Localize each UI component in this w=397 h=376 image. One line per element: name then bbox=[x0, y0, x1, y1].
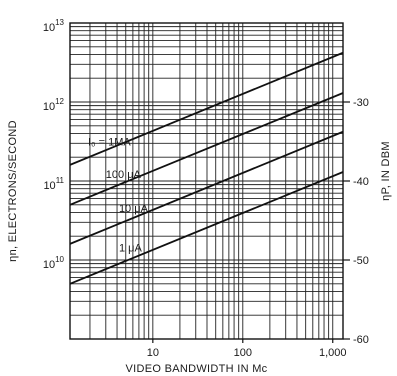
series-labels: I₀ = 1MA 100 μA 10 μA 1 μA bbox=[88, 137, 149, 255]
y-tick-label: 1010 bbox=[43, 255, 65, 271]
y-tick-label: 1013 bbox=[43, 18, 65, 34]
y-tick-exponent: 11 bbox=[56, 176, 65, 185]
y-tick-label: 1012 bbox=[43, 97, 65, 113]
y-tick-base: 10 bbox=[43, 180, 55, 192]
y-axis-label: ηn, ELECTRONS/SECOND bbox=[7, 120, 19, 262]
x-axis-label: VIDEO BANDWIDTH IN Mc bbox=[126, 363, 268, 375]
x-tick-label: 10 bbox=[147, 347, 159, 359]
y-tick-exponent: 10 bbox=[55, 255, 64, 264]
series-label: 1 μA bbox=[119, 243, 143, 255]
x-tick-label: 1,000 bbox=[319, 347, 347, 359]
y2-tick-label: -30 bbox=[353, 97, 369, 109]
y-tick-exponent: 13 bbox=[55, 18, 64, 27]
y2-tick-label: -50 bbox=[353, 255, 369, 267]
y-tick-exponent: 12 bbox=[55, 97, 64, 106]
y2-tick-label: -60 bbox=[353, 334, 369, 346]
y2-tick-label: -40 bbox=[353, 176, 369, 188]
y-tick-base: 10 bbox=[43, 101, 55, 113]
series-line bbox=[69, 171, 344, 285]
series-line bbox=[69, 51, 344, 166]
series-label: 100 μA bbox=[106, 169, 142, 181]
series-line bbox=[69, 130, 344, 245]
series-label: 10 μA bbox=[119, 203, 149, 215]
series-lines bbox=[69, 51, 344, 285]
y2-axis-label: ηP, IN DBM bbox=[380, 141, 392, 201]
grid bbox=[70, 23, 343, 339]
series-line bbox=[69, 92, 344, 206]
y-tick-base: 10 bbox=[43, 22, 55, 34]
x-tick-label: 100 bbox=[234, 347, 252, 359]
y-tick-label: 1011 bbox=[43, 176, 64, 192]
series-label: I₀ = 1MA bbox=[88, 137, 131, 149]
y-tick-base: 10 bbox=[43, 259, 55, 271]
